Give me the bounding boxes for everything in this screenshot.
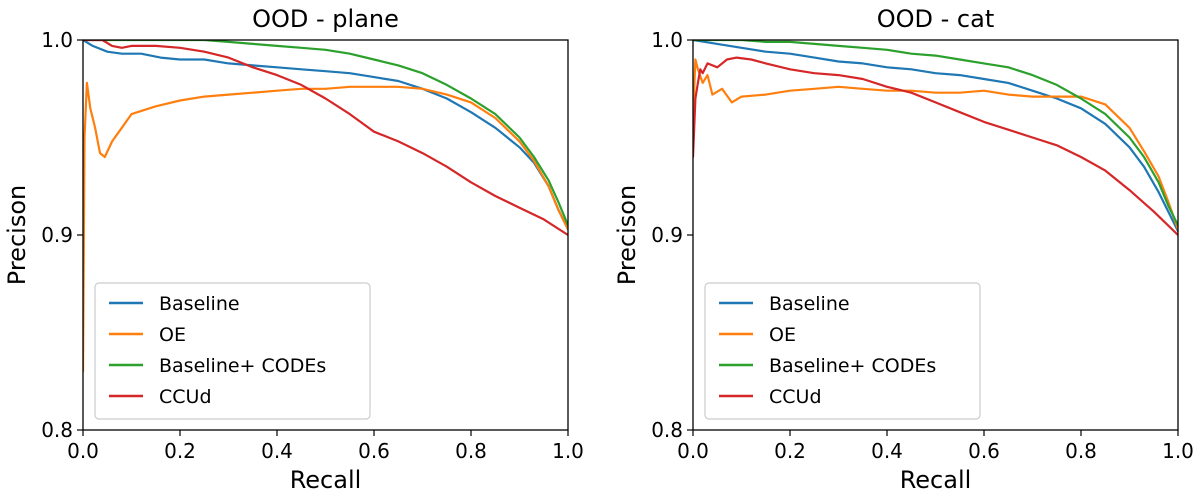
series-line-oe	[83, 81, 568, 373]
x-tick-label: 0.0	[67, 439, 99, 463]
legend-label: CCUd	[159, 386, 212, 408]
x-axis-label: Recall	[900, 466, 972, 494]
series-group	[693, 40, 1178, 237]
y-tick-label: 1.0	[651, 28, 683, 52]
legend-label: Baseline	[769, 293, 850, 315]
legend-label: Baseline+ CODEs	[159, 355, 326, 377]
x-tick-label: 0.8	[455, 439, 487, 463]
legend: Baseline OE Baseline+ CODEs CCUd	[94, 282, 371, 420]
legend-label: OE	[159, 324, 186, 346]
series-line-ccud	[693, 56, 1178, 237]
legend-box	[704, 282, 981, 420]
series-line-baseline-codes	[693, 40, 1178, 227]
x-tick-label: 0.2	[164, 439, 196, 463]
series-line-baseline-codes	[83, 40, 568, 227]
series-line-oe	[693, 58, 1178, 231]
y-axis-label: Precison	[3, 185, 31, 285]
chart-title: OOD - cat	[877, 5, 995, 33]
y-tick-label: 0.8	[41, 418, 73, 442]
legend-label: OE	[769, 324, 796, 346]
y-tick-label: 0.9	[41, 223, 73, 247]
y-tick-label: 1.0	[41, 28, 73, 52]
x-tick-label: 0.4	[871, 439, 903, 463]
x-tick-label: 0.2	[774, 439, 806, 463]
x-axis-label: Recall	[290, 466, 362, 494]
y-tick-label: 0.9	[651, 223, 683, 247]
x-tick-label: 0.8	[1065, 439, 1097, 463]
y-axis-label: Precison	[613, 185, 641, 285]
x-tick-label: 1.0	[552, 439, 584, 463]
x-tick-label: 0.6	[358, 439, 390, 463]
legend: Baseline OE Baseline+ CODEs CCUd	[704, 282, 981, 420]
legend-label: Baseline	[159, 293, 240, 315]
legend-label: Baseline+ CODEs	[769, 355, 936, 377]
legend-box	[94, 282, 371, 420]
x-tick-label: 0.0	[677, 439, 709, 463]
plot-ood-cat: 0.0 0.2 0.4 0.6 0.8 1.0 0.8 0.9 1.0 OOD - cat Reca…	[613, 5, 1194, 494]
chart-title: OOD - plane	[252, 5, 399, 33]
y-tick-label: 0.8	[651, 418, 683, 442]
series-line-baseline	[83, 40, 568, 231]
x-tick-label: 1.0	[1162, 439, 1194, 463]
x-tick-label: 0.6	[968, 439, 1000, 463]
series-group	[83, 40, 568, 373]
plot-ood-plane: 0.0 0.2 0.4 0.6 0.8 1.0 0.8 0.9 1.0 OOD - plane Re…	[3, 5, 584, 494]
x-tick-label: 0.4	[261, 439, 293, 463]
legend-label: CCUd	[769, 386, 822, 408]
series-line-baseline	[693, 40, 1178, 233]
series-line-ccud	[83, 40, 568, 237]
